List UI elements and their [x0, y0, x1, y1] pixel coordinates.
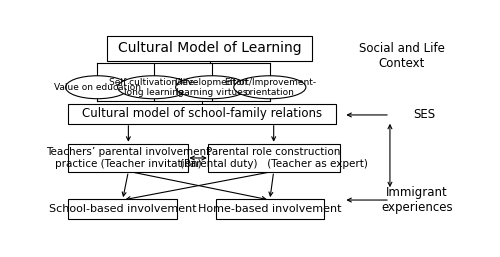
Text: Parental role construction
(Parental duty)   (Teacher as expert): Parental role construction (Parental dut…: [180, 147, 368, 169]
Ellipse shape: [118, 76, 190, 99]
Ellipse shape: [234, 76, 306, 99]
Text: Self cultivation/life-
long learning: Self cultivation/life- long learning: [110, 78, 198, 97]
Ellipse shape: [66, 76, 129, 99]
Text: Effort/Improvement-
orientation: Effort/Improvement- orientation: [224, 78, 316, 97]
Text: Cultural model of school-family relations: Cultural model of school-family relation…: [82, 107, 322, 121]
Text: Social and Life
Context: Social and Life Context: [358, 42, 444, 70]
Text: Teachers’ parental involvement
practice (Teacher invitation): Teachers’ parental involvement practice …: [46, 147, 210, 169]
FancyBboxPatch shape: [68, 144, 188, 172]
FancyBboxPatch shape: [68, 199, 177, 219]
Ellipse shape: [176, 76, 248, 99]
FancyBboxPatch shape: [208, 144, 340, 172]
FancyBboxPatch shape: [216, 199, 324, 219]
Text: Value on education: Value on education: [54, 83, 141, 92]
Text: Immigrant
experiences: Immigrant experiences: [382, 186, 453, 214]
Text: Development of
learning virtues: Development of learning virtues: [176, 78, 248, 97]
FancyBboxPatch shape: [107, 36, 312, 61]
Text: SES: SES: [414, 108, 436, 122]
Text: Cultural Model of Learning: Cultural Model of Learning: [118, 41, 302, 55]
FancyBboxPatch shape: [68, 104, 336, 124]
Text: School-based involvement: School-based involvement: [49, 204, 197, 214]
Text: Home-based involvement: Home-based involvement: [198, 204, 342, 214]
